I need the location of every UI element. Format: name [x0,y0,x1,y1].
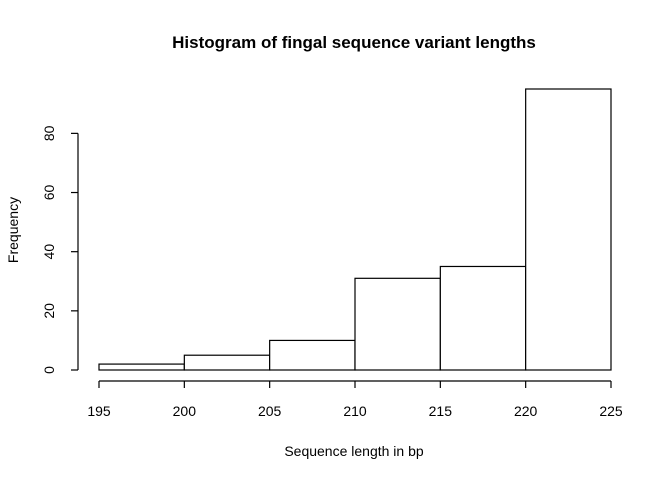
x-tick-label: 210 [343,403,367,419]
y-axis-label: Frequency [5,197,21,263]
x-axis-label: Sequence length in bp [284,443,424,459]
histogram-bar-215-220 [439,265,527,371]
y-tick-label: 40 [41,244,57,260]
y-tick-label: 80 [41,125,57,141]
chart-title: Histogram of fingal sequence variant len… [172,33,536,52]
bars-group [98,88,612,371]
histogram-bar-195-200 [98,363,185,371]
histogram-bar-205-210 [269,339,356,371]
y-tick-label: 0 [41,366,57,374]
histogram-bar-210-215 [354,277,441,371]
x-tick-label: 215 [429,403,453,419]
y-tick-label: 60 [41,185,57,201]
x-tick-label: 225 [599,403,623,419]
y-axis: 0 20 40 60 80 [41,125,79,374]
x-axis: 195 200 205 210 215 220 225 [87,380,623,419]
y-tick-label: 20 [41,303,57,319]
histogram-bar-200-205 [183,354,271,371]
x-tick-label: 200 [173,403,197,419]
x-tick-label: 195 [87,403,111,419]
x-tick-label: 205 [258,403,282,419]
x-tick-label: 220 [514,403,538,419]
histogram-bar-220-225 [525,88,612,371]
